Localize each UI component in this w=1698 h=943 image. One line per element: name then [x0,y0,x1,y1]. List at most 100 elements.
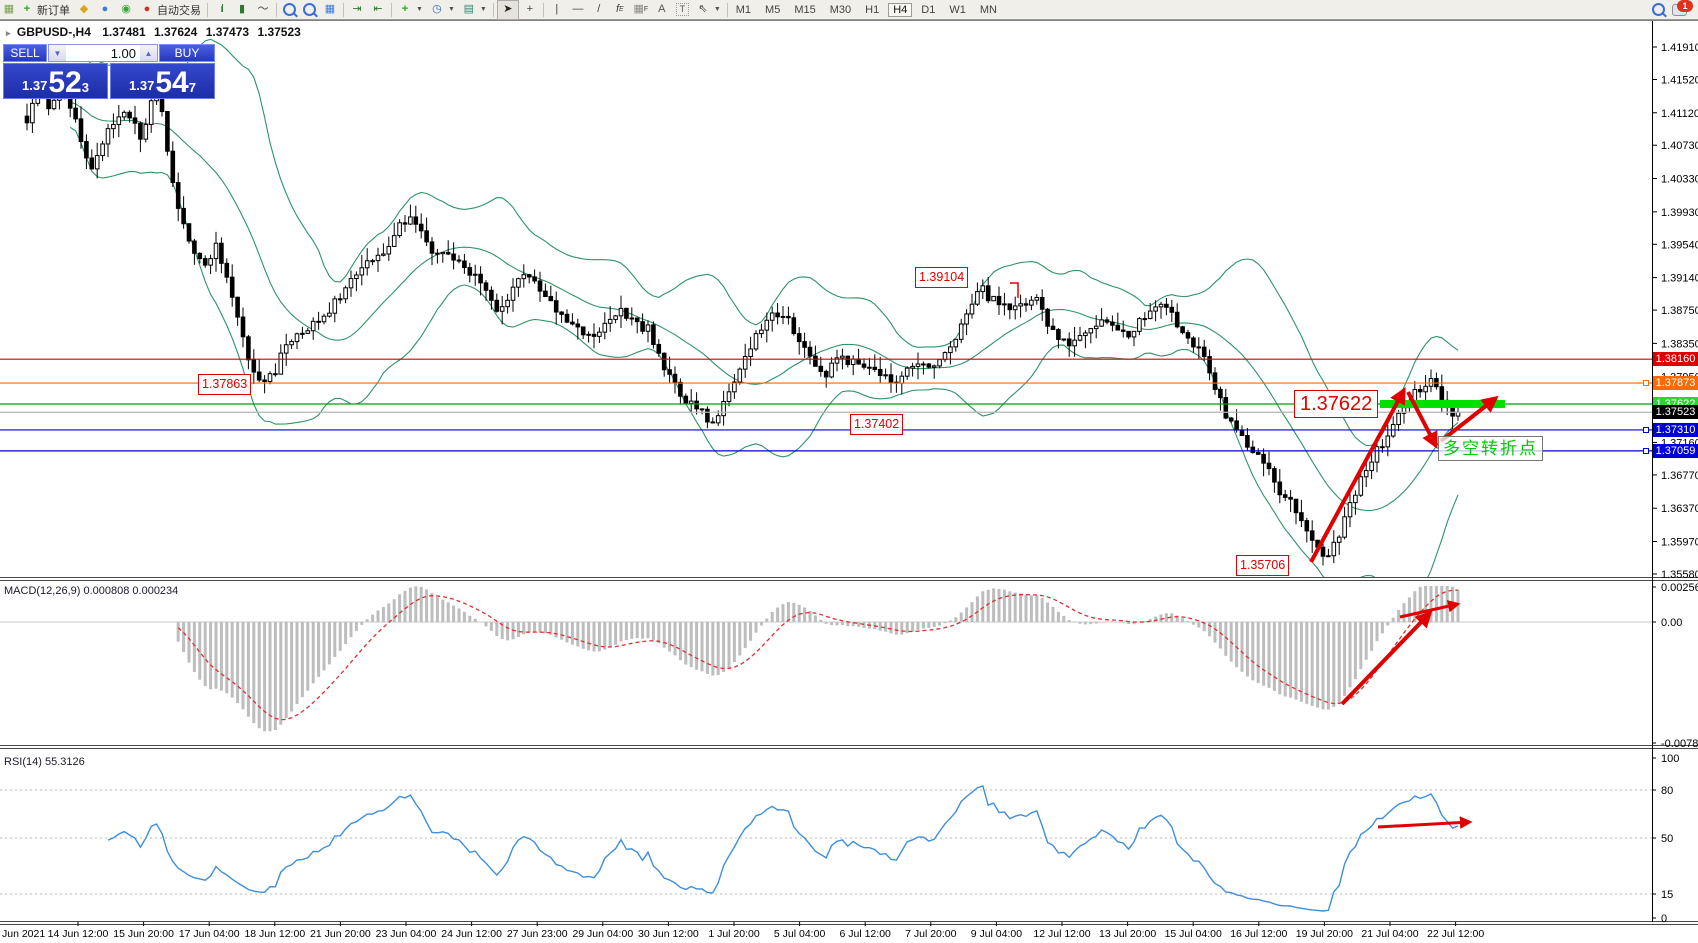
line-anchor-square[interactable] [1643,380,1649,386]
quote-line: ▸ GBPUSD-,H4 1.37481 1.37624 1.37473 1.3… [6,25,301,39]
horizontal-line-button[interactable]: — [568,1,588,19]
volume-input[interactable]: 1.00 [66,45,140,61]
volume-step-up-button[interactable]: ▲ [140,45,157,61]
caret-down-icon: ▼ [713,6,721,13]
rsi-label: RSI(14) 55.3126 [4,756,85,768]
buy-price-pip: 7 [188,80,196,95]
sell-button[interactable]: SELL [3,44,47,62]
zoom-out-button[interactable] [300,1,319,19]
buy-price-big: 54 [155,66,189,99]
chart-shift-button[interactable]: ⇥ [347,1,367,19]
text-button[interactable]: A [652,1,672,19]
turning-point-label[interactable]: 多空转折点 [1438,436,1543,461]
svg-text:15 Jun 20:00: 15 Jun 20:00 [113,928,174,940]
timeframe-D1[interactable]: D1 [921,3,936,16]
arrow-objects-icon: ⇖ [698,3,708,15]
trendline-button[interactable]: / [589,1,609,19]
crosshair-button[interactable]: + [520,1,540,19]
timeframe-MN[interactable]: MN [979,3,997,16]
macd-label: MACD(12,26,9) 0.000808 0.000234 [4,585,179,597]
price-axis: 1.41910 1.41520 1.41120 1.40730 1.40330 1.399… [1652,42,1698,925]
templates-dropdown[interactable]: ▤ ▼ [459,1,490,19]
periods-dropdown[interactable]: ◷ ▼ [427,1,458,19]
trendline-icon: / [597,3,601,15]
search-icon [1652,3,1665,16]
bar-chart-type-button[interactable]: ıl [211,1,231,19]
rsi-line [107,785,1459,912]
candlestick-chart-type-button[interactable]: ▮ [232,1,252,19]
autotrading-button[interactable]: ● 自动交易 [137,1,204,19]
search-button[interactable] [1649,1,1668,19]
svg-text:23 Jun 04:00: 23 Jun 04:00 [376,928,437,940]
line-anchor-square[interactable] [1643,427,1649,433]
mql5-community-button[interactable]: ● [95,1,115,19]
svg-text:22 Jul 12:00: 22 Jul 12:00 [1427,928,1484,940]
charts-profile-button[interactable]: ◆ [74,1,94,19]
buy-button[interactable]: BUY [159,44,215,62]
svg-text:24 Jun 12:00: 24 Jun 12:00 [441,928,502,940]
svg-text:1.38350: 1.38350 [1661,338,1698,350]
arrows-dropdown[interactable]: ⇖ ▼ [693,1,724,19]
timeframe-H1[interactable]: H1 [865,3,880,16]
price-annotation[interactable]: 1.37863 [198,374,252,395]
toolbar: ▦ + 新订单 ◆ ● ◉ ● 自动交易 ıl ▮ 〜 ▦ ⇥ ⇤ + ▼ ◷ ▼ … [0,0,1698,20]
candlestick-series [24,83,1461,566]
timeframe-M1[interactable]: M1 [735,3,752,16]
caret-down-icon: ▼ [416,6,423,13]
notification-badge: 1 [1677,0,1693,12]
line-chart-icon: 〜 [257,3,269,15]
signals-icon: ◉ [121,3,131,15]
price-tag-1.37059: 1.37059 [1653,444,1698,458]
trend-arrows [1010,282,1499,829]
volume-step-down-button[interactable]: ▼ [49,45,66,61]
svg-text:50: 50 [1661,833,1673,845]
toolbar-separator [492,2,494,17]
svg-text:Jun 2021: Jun 2021 [2,928,45,940]
signals-button[interactable]: ◉ [116,1,136,19]
vertical-line-button[interactable]: | [547,1,567,19]
price-annotation[interactable]: 1.37622 [1294,390,1379,418]
price-annotation[interactable]: 1.39104 [915,267,969,288]
svg-text:15 Jul 04:00: 15 Jul 04:00 [1165,928,1222,940]
sell-price-button[interactable]: 1.37 52 3 [3,63,108,99]
indicators-dropdown[interactable]: + ▼ [395,1,426,19]
svg-text:1.41910: 1.41910 [1661,42,1698,54]
buy-price-button[interactable]: 1.37 54 7 [110,63,215,99]
svg-text:13 Jul 20:00: 13 Jul 20:00 [1099,928,1156,940]
timeframe-M5[interactable]: M5 [765,3,781,16]
timeframe-M30[interactable]: M30 [829,3,852,16]
svg-text:14 Jun 12:00: 14 Jun 12:00 [48,928,109,940]
svg-text:1.38750: 1.38750 [1661,305,1698,317]
channel-button[interactable]: ▦ F [631,1,651,19]
svg-text:80: 80 [1661,785,1673,797]
svg-text:1.36770: 1.36770 [1661,470,1698,482]
caret-down-icon: ▼ [447,6,455,13]
svg-text:1.41120: 1.41120 [1661,108,1698,120]
price-annotation[interactable]: 1.35706 [1236,555,1290,576]
svg-text:21 Jun 20:00: 21 Jun 20:00 [310,928,371,940]
sell-price-small: 1.37 [22,78,48,93]
price-annotation[interactable]: 1.37402 [850,414,904,435]
autotrading-icon: ● [143,3,151,15]
cursor-button[interactable]: ➤ [496,0,519,20]
svg-text:1.39140: 1.39140 [1661,273,1698,285]
line-anchor-square[interactable] [1643,448,1649,454]
price-tag-1.37523: 1.37523 [1653,405,1698,419]
new-order-button[interactable]: + 新订单 [17,1,73,19]
sell-price-pip: 3 [81,80,89,95]
timeframe-W1[interactable]: W1 [949,3,966,16]
timeframe-M15[interactable]: M15 [794,3,816,16]
svg-text:30 Jun 12:00: 30 Jun 12:00 [638,928,699,940]
notifications-button[interactable]: 1 [1669,0,1693,19]
svg-text:12 Jul 12:00: 12 Jul 12:00 [1033,928,1090,940]
zoom-in-button[interactable] [280,1,299,19]
timeframe-H4[interactable]: H4 [888,2,913,17]
line-chart-type-button[interactable]: 〜 [253,1,273,19]
tile-windows-button[interactable]: ▦ [320,1,340,19]
auto-scroll-button[interactable]: ⇤ [368,1,388,19]
chart-shift-icon: ⇥ [352,3,362,15]
text-label-button[interactable]: T [673,1,692,19]
